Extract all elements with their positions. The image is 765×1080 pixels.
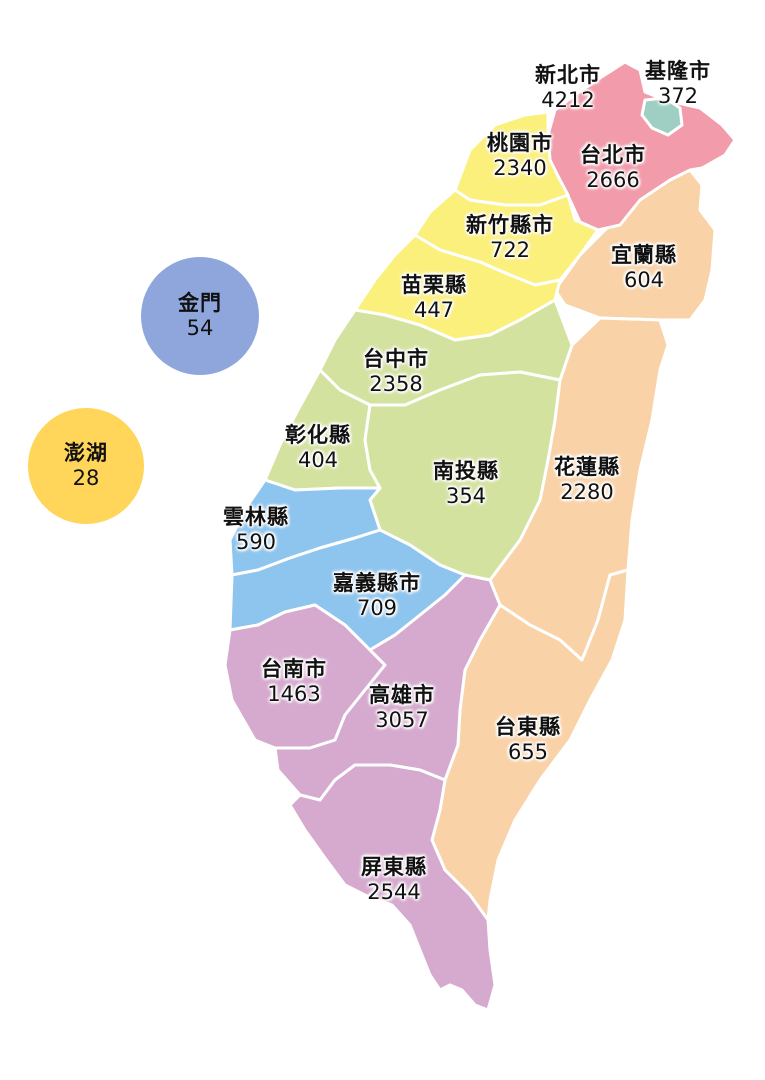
region-name: 台中市 — [363, 346, 429, 371]
label-pingtung: 屏東縣 2544 — [361, 855, 427, 905]
region-count: 28 — [72, 466, 100, 490]
region-count: 655 — [507, 740, 549, 764]
region-name: 屏東縣 — [361, 854, 427, 879]
label-changhua: 彰化縣 404 — [285, 423, 351, 473]
region-count: 722 — [489, 238, 531, 262]
label-taitung: 台東縣 655 — [495, 715, 561, 765]
label-taichung: 台中市 2358 — [363, 347, 429, 397]
label-nantou: 南投縣 354 — [433, 459, 499, 509]
region-name: 嘉義縣市 — [333, 570, 421, 595]
label-yunlin: 雲林縣 590 — [223, 505, 289, 555]
region-name: 南投縣 — [433, 458, 499, 483]
region-pingtung[interactable] — [288, 763, 497, 1012]
label-miaoli: 苗栗縣 447 — [401, 273, 467, 323]
region-count: 447 — [413, 298, 455, 322]
label-hualien: 花蓮縣 2280 — [554, 455, 620, 505]
label-tainan: 台南市 1463 — [261, 657, 327, 707]
region-name: 宜蘭縣 — [611, 242, 677, 267]
region-count: 2544 — [367, 880, 421, 904]
region-name: 台南市 — [261, 656, 327, 681]
region-count: 4212 — [541, 88, 595, 112]
label-penghu: 澎湖 28 — [64, 441, 108, 491]
region-kinmen[interactable]: 金門 54 — [141, 257, 259, 375]
region-count: 3057 — [375, 708, 429, 732]
label-new-taipei: 新北市 4212 — [535, 63, 601, 113]
label-kaohsiung: 高雄市 3057 — [369, 683, 435, 733]
region-name: 澎湖 — [64, 440, 108, 465]
region-name: 金門 — [178, 290, 222, 315]
region-count: 1463 — [267, 682, 321, 706]
region-count: 709 — [356, 596, 398, 620]
label-chiayi: 嘉義縣市 709 — [333, 571, 421, 621]
region-name: 花蓮縣 — [554, 454, 620, 479]
label-taoyuan: 桃園市 2340 — [487, 131, 553, 181]
label-yilan: 宜蘭縣 604 — [611, 243, 677, 293]
region-count: 2280 — [560, 480, 614, 504]
region-count: 2666 — [586, 168, 640, 192]
label-hsinchu: 新竹縣市 722 — [466, 213, 554, 263]
label-taipei: 台北市 2666 — [580, 143, 646, 193]
region-name: 台北市 — [580, 142, 646, 167]
region-count: 2340 — [493, 156, 547, 180]
region-count: 604 — [623, 268, 665, 292]
region-name: 台東縣 — [495, 714, 561, 739]
region-count: 54 — [186, 316, 214, 340]
region-name: 雲林縣 — [223, 504, 289, 529]
label-kinmen: 金門 54 — [178, 291, 222, 341]
label-keelung: 基隆市 372 — [645, 59, 711, 109]
region-count: 354 — [445, 484, 487, 508]
region-name: 新北市 — [535, 62, 601, 87]
region-name: 桃園市 — [487, 130, 553, 155]
region-name: 苗栗縣 — [401, 272, 467, 297]
region-name: 高雄市 — [369, 682, 435, 707]
region-count: 372 — [657, 84, 699, 108]
region-penghu[interactable]: 澎湖 28 — [28, 408, 144, 524]
region-keelung[interactable] — [640, 96, 684, 137]
region-count: 404 — [297, 448, 339, 472]
region-count: 2358 — [369, 372, 423, 396]
region-name: 基隆市 — [645, 58, 711, 83]
region-count: 590 — [235, 530, 277, 554]
region-name: 新竹縣市 — [466, 212, 554, 237]
region-name: 彰化縣 — [285, 422, 351, 447]
